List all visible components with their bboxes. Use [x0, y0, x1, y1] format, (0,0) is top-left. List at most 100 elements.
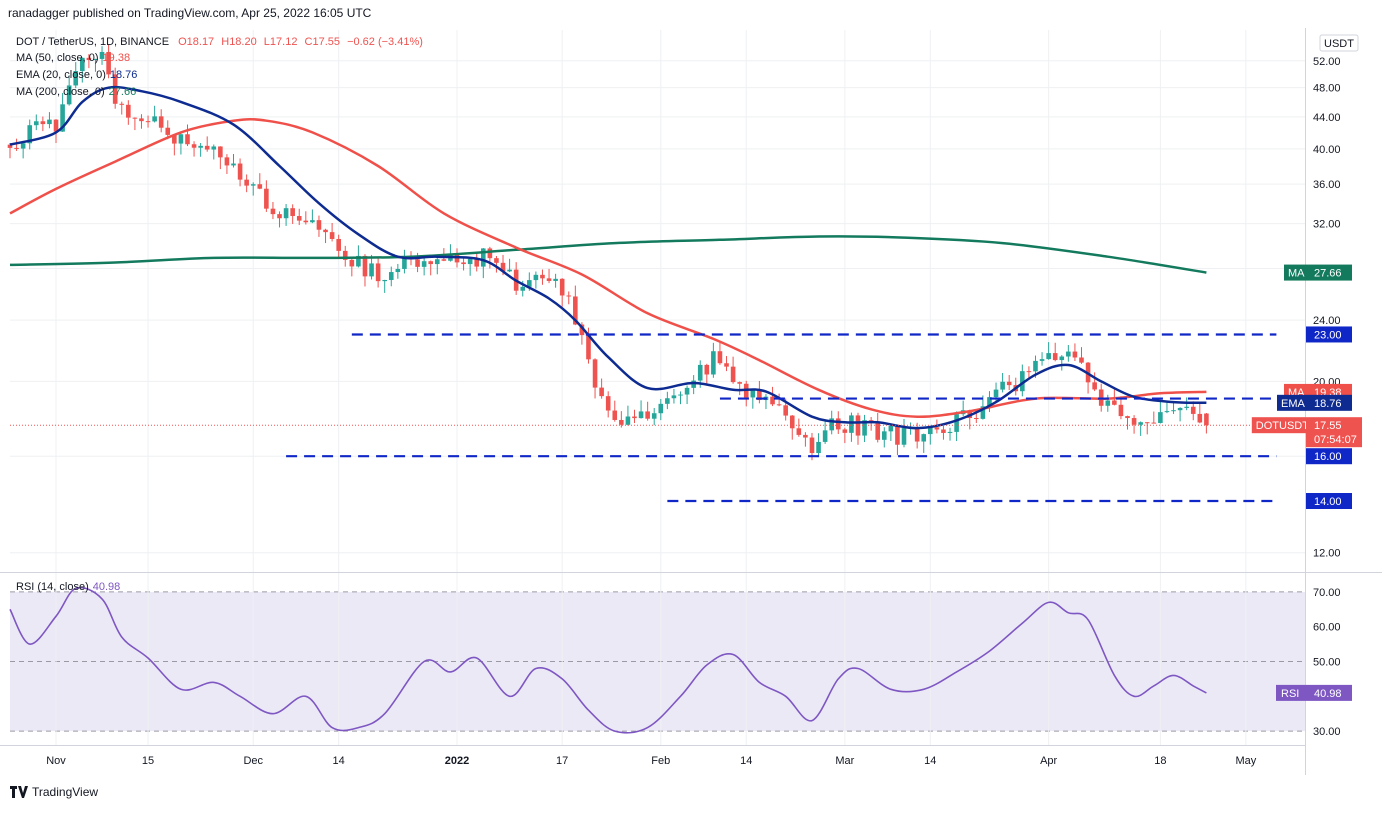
rsi-legend-label: RSI (14, close): [16, 581, 89, 593]
candle-down: [336, 238, 341, 251]
candle-down: [14, 147, 19, 149]
candle-up: [178, 134, 184, 144]
candle-down: [559, 278, 565, 296]
candle-up: [152, 116, 157, 122]
candle-up: [1066, 351, 1071, 357]
time-tick-label: 17: [556, 755, 568, 767]
candle-up: [822, 430, 828, 442]
candle-up: [33, 121, 39, 126]
candle-down: [139, 118, 144, 122]
candle-up: [369, 263, 374, 277]
candle-down: [106, 51, 111, 75]
candle-down: [461, 262, 466, 265]
candle-up: [388, 272, 394, 280]
ema20-legend-value: 18.76: [109, 69, 138, 81]
candle-up: [480, 248, 486, 267]
candle-up: [684, 387, 690, 395]
footer-brand[interactable]: TradingView: [10, 785, 98, 799]
candle-down: [428, 261, 434, 265]
candle-up: [1138, 422, 1143, 425]
rsi-legend-value: 40.98: [92, 581, 121, 593]
symbol-badge: [1251, 417, 1306, 434]
symbol-title: DOT / TetherUS, 1D, BINANCE: [16, 36, 170, 48]
candle-down: [1125, 416, 1130, 419]
candle-down: [158, 116, 164, 128]
candle-down: [185, 134, 190, 145]
candle-up: [1171, 410, 1176, 412]
candle-down: [323, 229, 328, 233]
candle-up: [638, 411, 644, 419]
candle-down: [224, 157, 230, 166]
candle-down: [546, 278, 552, 281]
candle-down: [441, 259, 447, 261]
indicator-value-label: 27.66: [1314, 268, 1342, 280]
candle-down: [757, 389, 762, 401]
candle-up: [1000, 381, 1005, 390]
candle-down: [573, 296, 578, 325]
candle-down: [605, 396, 611, 411]
currency-label: USDT: [1324, 38, 1354, 50]
candle-up: [829, 418, 835, 431]
ma50-legend-label: MA (50, close, 0): [16, 52, 99, 64]
candle-up: [60, 104, 65, 132]
candle-down: [803, 434, 808, 438]
currency-badge: [1319, 34, 1359, 52]
footer-brand-label: TradingView: [32, 785, 99, 799]
symbol-legend: DOT / TetherUS, 1D, BINANCE O18.17 H18.2…: [16, 36, 423, 48]
candle-up: [356, 255, 361, 267]
candle-up: [250, 184, 256, 186]
candle-down: [349, 259, 355, 267]
time-tick-label: Apr: [1040, 755, 1057, 767]
candle-down: [717, 351, 723, 364]
candle-down: [1151, 422, 1157, 424]
candle-up: [27, 125, 33, 144]
rsi-legend: RSI (14, close) 40.98: [16, 581, 120, 593]
rsi-tick-label: 50.00: [1313, 657, 1341, 669]
candle-up: [80, 57, 85, 72]
candle-down: [809, 437, 815, 454]
candle-down: [126, 104, 131, 118]
candle-down: [172, 134, 177, 144]
candle-down: [165, 127, 171, 135]
candle-down: [842, 429, 848, 433]
last-price-badge: [1306, 417, 1362, 448]
ma50-legend-value: 19.38: [102, 52, 131, 64]
candle-down: [875, 422, 881, 440]
rsi-tag-label: RSI: [1281, 688, 1299, 700]
candle-down: [1204, 413, 1209, 426]
candle-down: [145, 121, 151, 123]
candle-up: [382, 279, 387, 282]
candle-down: [303, 220, 309, 223]
candle-up: [1046, 353, 1051, 360]
candle-up: [73, 71, 79, 86]
candle-down: [132, 117, 138, 119]
rsi-tick-label: 30.00: [1313, 726, 1341, 738]
countdown-label: 07:54:07: [1314, 434, 1357, 446]
ohlc-change: −0.62 (−3.41%): [347, 36, 423, 48]
candle-up: [402, 256, 407, 269]
candle-down: [316, 220, 322, 230]
candle-down: [329, 232, 335, 239]
indicator-tag-label: EMA: [1281, 398, 1306, 410]
time-tick-label: Nov: [46, 755, 66, 767]
candle-up: [665, 398, 670, 404]
candle-down: [204, 145, 210, 150]
candle-up: [1033, 360, 1038, 372]
candle-down: [342, 250, 348, 260]
candle-up: [421, 261, 427, 267]
ma200-legend-label: MA (200, close, 0): [16, 86, 105, 98]
price-tick-label: 44.00: [1313, 112, 1341, 124]
candle-down: [1072, 351, 1078, 358]
candle-up: [888, 425, 894, 432]
candle-down: [1092, 382, 1097, 390]
candle-up: [553, 278, 558, 281]
candle-down: [895, 425, 900, 445]
candle-up: [99, 51, 105, 59]
candle-down: [1131, 418, 1137, 425]
candle-up: [231, 163, 236, 166]
candle-down: [290, 208, 295, 217]
candle-down: [855, 415, 861, 436]
candle-down: [119, 103, 125, 105]
